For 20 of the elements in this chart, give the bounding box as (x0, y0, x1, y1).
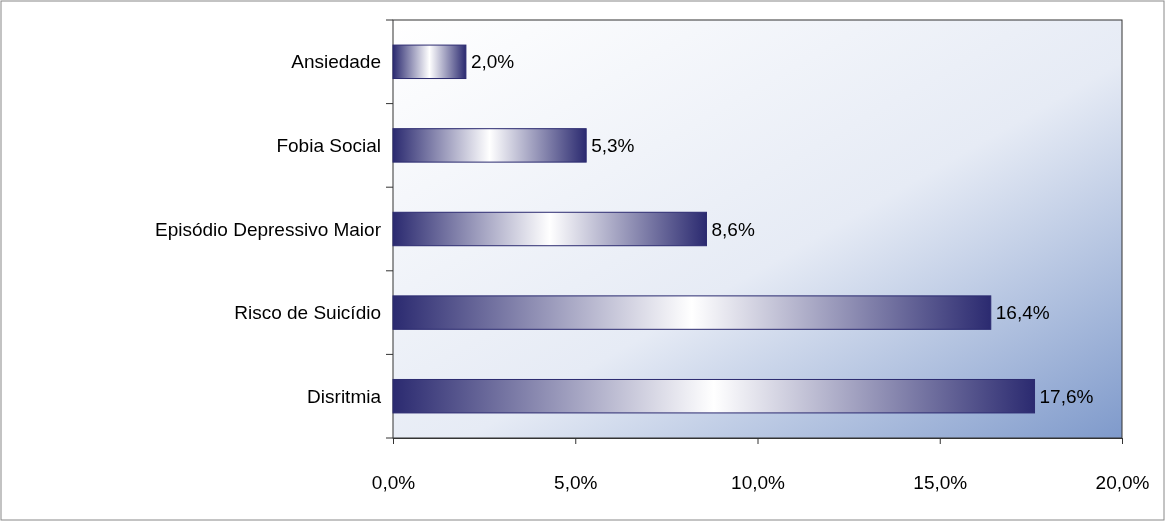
y-tick-label: Ansiedade (291, 51, 381, 73)
x-tick-label: 20,0% (1095, 471, 1150, 493)
data-label: 8,6% (711, 218, 755, 240)
y-tick-label: Disritmia (307, 385, 382, 407)
bar (392, 295, 992, 330)
bar (392, 211, 707, 247)
x-tick-label: 15,0% (913, 471, 968, 493)
data-label: 5,3% (591, 135, 635, 157)
data-label: 16,4% (995, 302, 1050, 324)
data-label: 17,6% (1039, 385, 1094, 407)
y-tick-label: Fobia Social (276, 135, 381, 157)
bar (392, 128, 587, 163)
y-tick-label: Episódio Depressivo Maior (155, 218, 382, 240)
x-tick-label: 10,0% (731, 471, 786, 493)
bar (392, 44, 467, 80)
x-tick-label: 5,0% (554, 471, 598, 493)
y-tick-label: Risco de Suicídio (234, 302, 381, 324)
x-tick-label: 0,0% (371, 471, 416, 493)
data-label: 2,0% (470, 51, 515, 73)
bar (392, 378, 1036, 414)
